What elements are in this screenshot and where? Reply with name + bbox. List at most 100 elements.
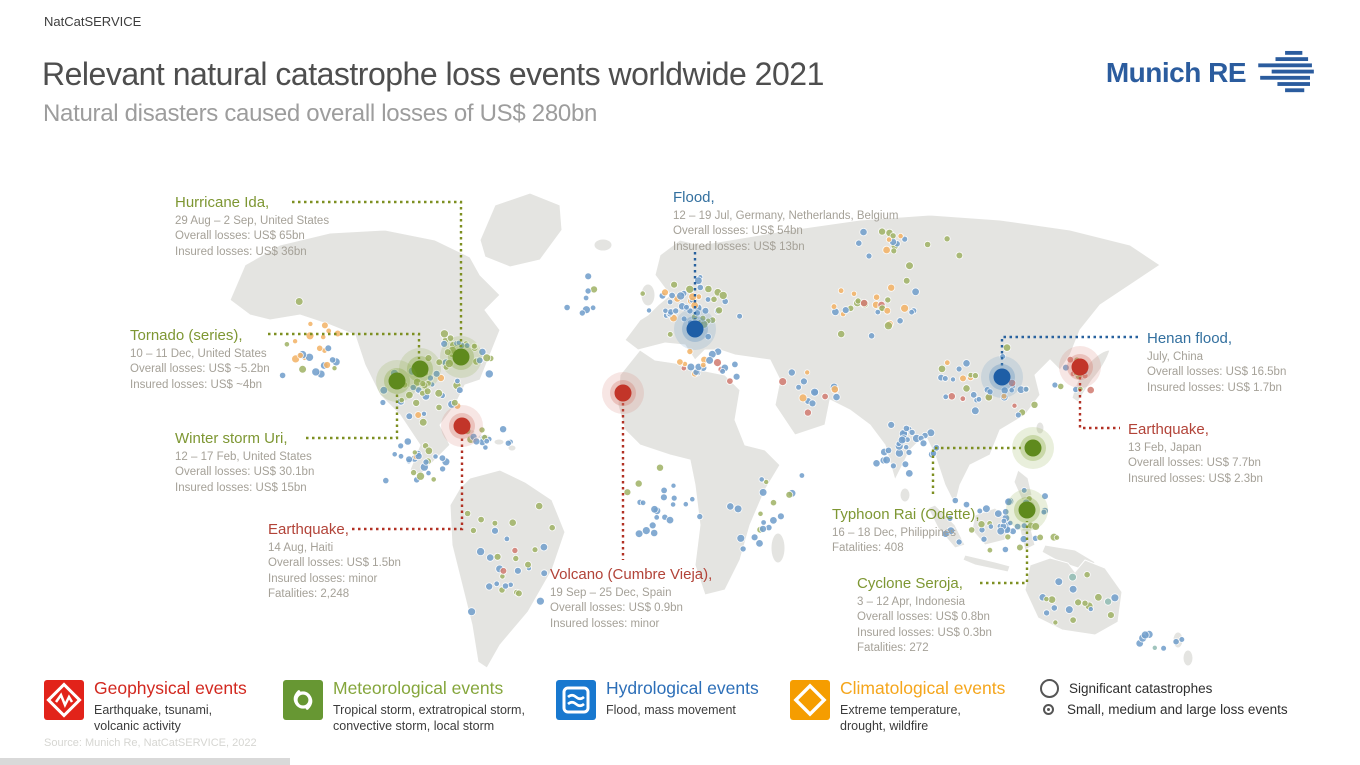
loss-event-dot bbox=[412, 398, 421, 407]
loss-event-dot bbox=[535, 501, 544, 511]
loss-event-dot bbox=[946, 515, 954, 522]
loss-event-dot bbox=[653, 514, 660, 521]
loss-event-dot bbox=[987, 523, 995, 530]
loss-event-dot bbox=[423, 387, 432, 396]
event-title: Volcano (Cumbre Vieja), bbox=[550, 566, 713, 583]
loss-event-dot bbox=[670, 482, 677, 489]
loss-event-dot bbox=[778, 377, 788, 387]
loss-event-dot bbox=[1107, 611, 1115, 619]
loss-event-dot bbox=[1022, 385, 1030, 393]
loss-event-dot bbox=[699, 314, 707, 322]
loss-event-dot bbox=[715, 306, 724, 315]
loss-event-dot bbox=[911, 287, 920, 296]
legend-hydrological-title: Hydrological events bbox=[606, 678, 759, 698]
page-title: Relevant natural catastrophe loss events… bbox=[42, 56, 824, 92]
loss-event-dot bbox=[469, 527, 477, 535]
event-annotation-earthquake-haiti: Earthquake, 14 Aug, Haiti Overall losses: … bbox=[268, 521, 401, 602]
loss-event-dot bbox=[986, 547, 994, 554]
geophysical-icon bbox=[44, 680, 84, 720]
loss-event-dot bbox=[950, 376, 957, 383]
loss-event-dot bbox=[578, 309, 586, 317]
event-detail: Insured losses: US$ ~4bn bbox=[130, 378, 263, 391]
loss-event-dot bbox=[639, 499, 647, 506]
significant-catastrophe-icon bbox=[1040, 679, 1059, 698]
page-subtitle: Natural disasters caused overall losses … bbox=[43, 100, 598, 127]
legend-loss-events: Small, medium and large loss events bbox=[1040, 702, 1288, 717]
loss-event-dot bbox=[739, 545, 747, 553]
loss-event-dot bbox=[757, 510, 764, 517]
loss-event-dot bbox=[810, 387, 819, 397]
loss-event-dot bbox=[902, 424, 911, 432]
loss-event-dot bbox=[755, 539, 764, 548]
source-note: Source: Munich Re, NatCatSERVICE, 2022 bbox=[44, 737, 257, 749]
loss-event-dot bbox=[951, 496, 959, 505]
loss-event-dot bbox=[463, 342, 471, 349]
bottom-strip bbox=[0, 758, 290, 765]
loss-event-dot bbox=[563, 303, 571, 312]
loss-event-dot bbox=[787, 368, 796, 377]
loss-event-dot bbox=[732, 372, 741, 381]
loss-event-dot bbox=[874, 308, 881, 316]
event-detail: Overall losses: US$ ~5.2bn bbox=[130, 363, 270, 376]
loss-event-dot bbox=[944, 359, 951, 366]
loss-event-dot bbox=[440, 339, 449, 348]
event-detail: Overall losses: US$ 65bn bbox=[175, 230, 305, 243]
event-detail: Fatalities: 272 bbox=[857, 641, 929, 654]
loss-event-dot bbox=[970, 406, 980, 416]
loss-event-dot bbox=[837, 329, 846, 339]
loss-event-dot bbox=[420, 410, 427, 417]
loss-event-dot bbox=[623, 488, 632, 497]
event-marker-tornado-series bbox=[399, 348, 441, 390]
loss-event-dot bbox=[905, 261, 914, 271]
event-detail: Insured losses: US$ 13bn bbox=[673, 240, 805, 253]
event-detail: Overall losses: US$ 0.8bn bbox=[857, 611, 990, 624]
loss-event-dot bbox=[694, 276, 703, 285]
loss-event-dot bbox=[666, 298, 674, 306]
loss-event-dot bbox=[986, 388, 994, 396]
loss-event-dot bbox=[841, 306, 850, 315]
loss-event-dot bbox=[379, 385, 389, 395]
loss-event-dot bbox=[321, 321, 329, 330]
loss-event-dot bbox=[439, 465, 447, 473]
legend-climatological: Climatological events Extreme temperatur… bbox=[790, 678, 1005, 734]
event-title: Flood, bbox=[673, 189, 715, 206]
loss-event-dot bbox=[832, 392, 841, 402]
event-title: Tornado (series), bbox=[130, 327, 243, 344]
loss-event-dot bbox=[405, 412, 414, 421]
legend-significant-label: Significant catastrophes bbox=[1069, 681, 1213, 696]
loss-event-dot bbox=[379, 399, 387, 406]
loss-event-dot bbox=[1062, 363, 1070, 372]
loss-event-dot bbox=[941, 529, 950, 538]
loss-event-dot bbox=[307, 320, 314, 327]
loss-event-dot bbox=[758, 488, 768, 497]
loss-event-dot bbox=[405, 390, 414, 400]
event-detail: Insured losses: US$ 1.7bn bbox=[1147, 381, 1282, 394]
loss-event-dot bbox=[975, 396, 983, 403]
legend-geophysical-desc: Earthquake, tsunami, volcanic activity bbox=[94, 703, 213, 733]
legend-meteorological-title: Meteorological events bbox=[333, 678, 504, 698]
loss-event-dot bbox=[905, 469, 914, 478]
loss-event-dot bbox=[1094, 593, 1103, 602]
loss-event-dot bbox=[434, 388, 444, 398]
loss-event-dot bbox=[283, 341, 290, 348]
loss-event-dot bbox=[499, 567, 508, 575]
loss-event-dot bbox=[298, 364, 307, 374]
legend-significant-catastrophes: Significant catastrophes bbox=[1040, 679, 1212, 698]
loss-event-dot bbox=[656, 463, 665, 472]
loss-event-dot bbox=[1008, 387, 1015, 394]
event-detail: Overall losses: US$ 0.9bn bbox=[550, 602, 683, 615]
loss-event-dot bbox=[1036, 533, 1044, 542]
loss-event-dot bbox=[883, 306, 892, 315]
loss-event-dot bbox=[391, 451, 398, 458]
loss-event-dot bbox=[865, 252, 873, 260]
leader-line-henan-flood bbox=[1000, 335, 1138, 367]
loss-event-dot bbox=[901, 460, 910, 469]
event-marker-cyclone-seroja bbox=[1006, 489, 1048, 531]
loss-event-dot bbox=[887, 283, 896, 292]
loss-event-dot bbox=[959, 374, 967, 383]
loss-event-dot bbox=[425, 469, 432, 477]
legend-geophysical-title: Geophysical events bbox=[94, 678, 247, 698]
loss-event-dot bbox=[511, 547, 519, 555]
event-title: Hurricane Ida, bbox=[175, 194, 270, 211]
